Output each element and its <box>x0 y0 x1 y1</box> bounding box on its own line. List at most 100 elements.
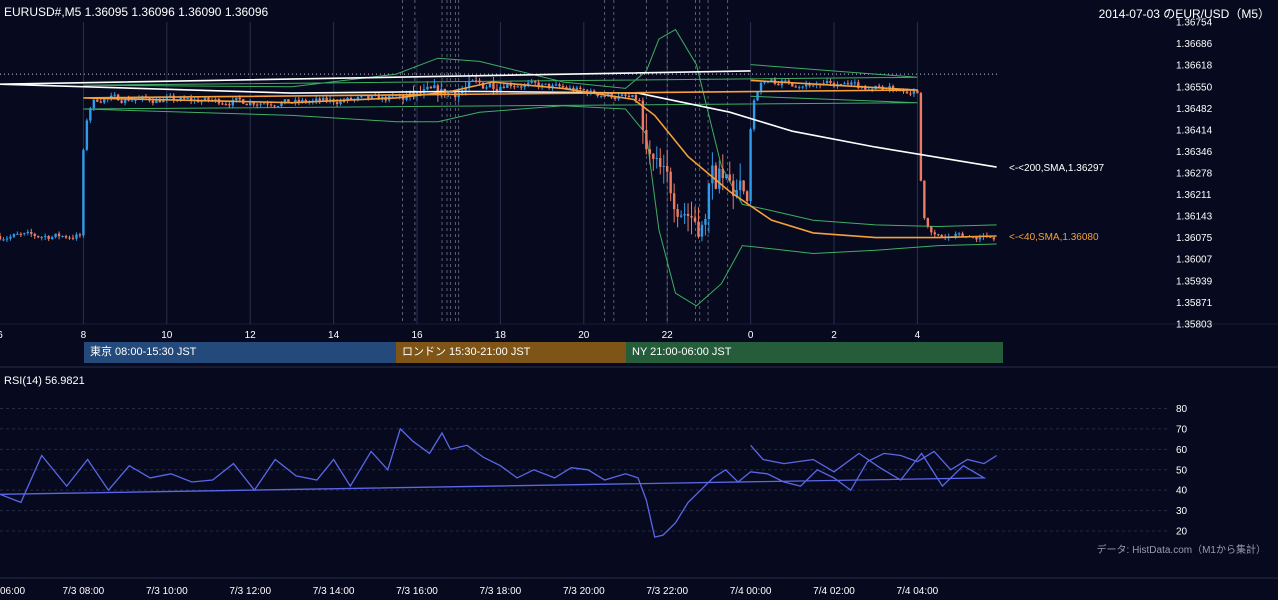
candle-body <box>527 82 530 85</box>
candle-body <box>923 180 926 219</box>
price-tick-label: 1.36278 <box>1176 169 1213 180</box>
candle-body <box>919 93 923 181</box>
candle-body <box>89 108 92 121</box>
candle-body <box>429 86 433 89</box>
candle-body <box>732 180 735 196</box>
candle-body <box>207 97 210 100</box>
candle-body <box>231 100 235 106</box>
price-tick-label: 1.36346 <box>1176 147 1213 158</box>
candle-body <box>846 83 850 85</box>
symbol-info: EURUSD#,M5 1.36095 1.36096 1.36090 1.360… <box>4 5 269 19</box>
candle-body <box>777 83 780 86</box>
candle-body <box>770 79 773 82</box>
sma40-line <box>83 79 997 239</box>
time-tick-label: 7/3 18:00 <box>480 586 522 597</box>
candle-body <box>85 120 89 150</box>
hour-tick-label: 20 <box>578 330 590 341</box>
candle-body <box>235 97 238 101</box>
candle-body <box>301 99 304 102</box>
candle-body <box>725 174 728 179</box>
candle-body <box>916 90 919 94</box>
candle-body <box>283 99 287 103</box>
candle-body <box>516 86 519 88</box>
rsi-tick-label: 30 <box>1176 506 1188 517</box>
candle-body <box>495 88 499 92</box>
candle-body <box>50 237 54 240</box>
candle-body <box>634 94 638 100</box>
candle-body <box>134 99 137 101</box>
sma40-value-label: <-<40,SMA,1.36080 <box>1009 232 1099 243</box>
candle-body <box>214 98 217 101</box>
moving-averages: <-<200,SMA,1.36297 <-<40,SMA,1.36080 <box>0 70 1105 243</box>
candle-body <box>481 82 485 89</box>
candle-body <box>68 237 71 239</box>
bollinger-bands <box>83 28 997 307</box>
price-tick-label: 1.35871 <box>1176 298 1213 309</box>
candle-body <box>315 98 318 101</box>
candle-body <box>853 82 857 84</box>
time-tick-label: 7/3 16:00 <box>396 586 438 597</box>
candle-body <box>624 94 627 96</box>
bollinger-lower-line <box>83 95 997 307</box>
candle-body <box>57 233 61 237</box>
price-tick-label: 1.36618 <box>1176 61 1213 72</box>
candle-body <box>843 83 846 85</box>
candle-body <box>707 183 711 220</box>
candle-body <box>113 94 116 96</box>
candle-body <box>547 83 551 88</box>
candle-body <box>398 95 401 97</box>
candle-body <box>662 165 665 167</box>
candle-body <box>349 97 353 100</box>
candle-body <box>47 236 50 240</box>
time-tick-label: 7/3 14:00 <box>313 586 355 597</box>
rsi-line <box>0 427 997 538</box>
candle-body <box>339 100 342 104</box>
candle-body <box>342 100 346 102</box>
candle-body <box>433 85 436 89</box>
candle-body <box>961 233 964 237</box>
candle-body <box>262 103 266 105</box>
candle-body <box>620 94 624 97</box>
candle-body <box>745 191 749 201</box>
candle-body <box>648 149 652 154</box>
candle-body <box>335 102 339 104</box>
candle-body <box>0 236 2 240</box>
candle-body <box>631 94 634 98</box>
candle-body <box>801 86 804 88</box>
candle-body <box>155 99 158 103</box>
candle-body <box>186 97 189 99</box>
candle-body <box>92 99 96 109</box>
candle-body <box>989 236 992 238</box>
candle-body <box>693 217 697 222</box>
candle-body <box>683 213 686 216</box>
candle-body <box>714 165 718 189</box>
candle-body <box>9 236 12 239</box>
candle-body <box>245 103 248 106</box>
candle-body <box>82 149 85 236</box>
candle-body <box>203 97 207 102</box>
candle-body <box>474 80 478 82</box>
price-tick-label: 1.35803 <box>1176 320 1213 331</box>
candle-body <box>162 99 165 103</box>
candle-body <box>130 100 134 102</box>
candle-body <box>436 85 440 96</box>
candle-body <box>391 95 394 97</box>
candle-body <box>561 86 565 88</box>
sma200-line <box>0 70 997 168</box>
candle-body <box>165 97 168 100</box>
candle-body <box>120 100 123 103</box>
time-tick-label: 7/4 02:00 <box>813 586 855 597</box>
candle-body <box>606 93 610 96</box>
candle-body <box>686 213 690 216</box>
candle-body <box>530 81 533 83</box>
candle-body <box>318 98 321 101</box>
candle-body <box>297 99 301 102</box>
candle-body <box>926 218 930 227</box>
candle-body <box>426 86 429 90</box>
candle-body <box>905 91 909 94</box>
time-tick-label: 7/4 00:00 <box>730 586 772 597</box>
candle-body <box>370 95 374 99</box>
candle-body <box>405 96 408 100</box>
rsi-panel <box>0 427 997 538</box>
hour-tick-label: 14 <box>328 330 340 341</box>
